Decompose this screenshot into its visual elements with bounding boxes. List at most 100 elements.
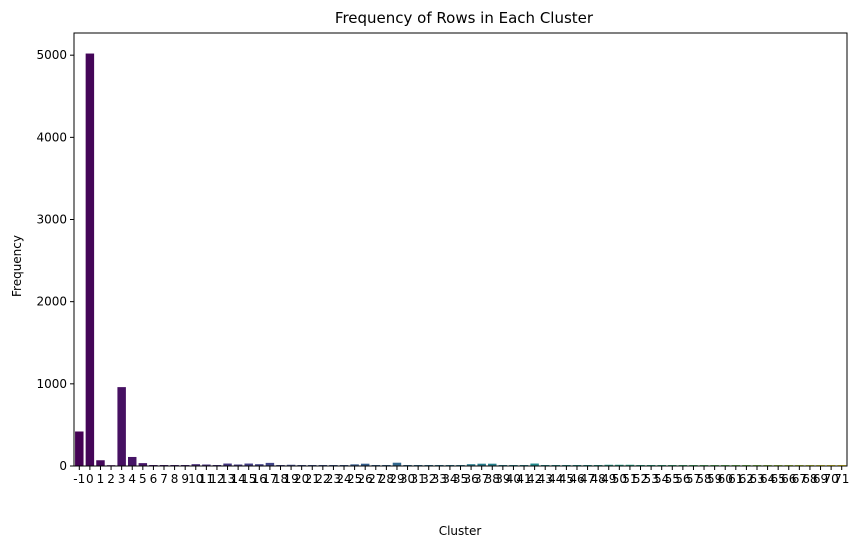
x-tick-label: 68 — [802, 472, 817, 486]
x-tick-label: 48 — [591, 472, 606, 486]
x-tick-label: 20 — [294, 472, 309, 486]
x-tick-label: 18 — [273, 472, 288, 486]
y-axis-label: Frequency — [10, 235, 24, 297]
bar-4 — [128, 456, 137, 466]
bar-10 — [191, 464, 201, 466]
x-tick-label: 66 — [781, 472, 796, 486]
x-tick-label: 32 — [421, 472, 436, 486]
bar-14 — [233, 464, 243, 466]
x-tick-label: 43 — [538, 472, 553, 486]
x-tick-label: 49 — [601, 472, 616, 486]
x-tick-label: 52 — [633, 472, 648, 486]
x-tick-label: -1 — [73, 472, 85, 486]
bar-17 — [265, 462, 275, 466]
x-tick-label: 64 — [760, 472, 775, 486]
bar-1 — [96, 460, 105, 466]
y-tick-label: 1000 — [36, 377, 67, 391]
bar-16 — [255, 464, 264, 466]
y-tick-label: 3000 — [36, 213, 67, 227]
x-tick-label: 42 — [527, 472, 542, 486]
bar-11 — [202, 464, 211, 466]
x-tick-label: 56 — [675, 472, 690, 486]
x-tick-label: 4 — [128, 472, 136, 486]
x-tick-label: 1 — [97, 472, 105, 486]
x-tick-label: 26 — [358, 472, 373, 486]
x-tick-label: 41 — [516, 472, 531, 486]
x-tick-label: 31 — [410, 472, 425, 486]
bar-3 — [117, 387, 126, 466]
x-tick-label: 35 — [453, 472, 468, 486]
x-tick-label: 54 — [654, 472, 669, 486]
bars-group — [75, 53, 846, 466]
x-tick-label: 14 — [230, 472, 245, 486]
chart-title: Frequency of Rows in Each Cluster — [335, 9, 594, 27]
bar-19 — [286, 464, 296, 466]
bar-0 — [85, 53, 95, 466]
x-tick-label: 9 — [181, 472, 189, 486]
x-tick-label: 12 — [209, 472, 224, 486]
x-tick-label: 51 — [622, 472, 637, 486]
y-tick-label: 0 — [59, 459, 67, 473]
x-tick-label: 5 — [139, 472, 147, 486]
x-tick-label: 38 — [485, 472, 500, 486]
x-tick-label: 6 — [150, 472, 158, 486]
x-tick-label: 70 — [823, 472, 838, 486]
x-tick-label: 60 — [718, 472, 733, 486]
y-tick-label: 4000 — [36, 130, 67, 144]
x-tick-label: 17 — [262, 472, 277, 486]
x-tick-label: 27 — [368, 472, 383, 486]
x-tick-label: 45 — [559, 472, 574, 486]
x-tick-label: 8 — [171, 472, 179, 486]
bar--1 — [75, 431, 84, 466]
x-tick-label: 34 — [442, 472, 457, 486]
y-tick-label: 2000 — [36, 295, 67, 309]
x-tick-label: 29 — [389, 472, 404, 486]
bar-49 — [604, 464, 613, 466]
x-tick-label: 10 — [188, 472, 203, 486]
bar-15 — [244, 463, 253, 466]
x-axis: -1 0 1 2 3 4 5 6 7 8 9 1011121314151617181920212223… — [73, 466, 849, 486]
x-tick-label: 36 — [463, 472, 478, 486]
bar-36 — [466, 464, 476, 466]
x-tick-label: 57 — [686, 472, 701, 486]
x-tick-label: 24 — [336, 472, 351, 486]
x-tick-label: 16 — [252, 472, 267, 486]
bar-50 — [615, 464, 624, 466]
bar-42 — [530, 463, 539, 466]
x-tick-label: 37 — [474, 472, 489, 486]
x-tick-label: 47 — [580, 472, 595, 486]
bar-29 — [392, 462, 402, 466]
bar-26 — [360, 463, 370, 466]
bar-51 — [625, 464, 635, 466]
x-tick-label: 63 — [749, 472, 764, 486]
x-tick-label: 65 — [771, 472, 786, 486]
x-tick-label: 44 — [548, 472, 563, 486]
x-tick-label: 58 — [696, 472, 711, 486]
x-tick-label: 23 — [326, 472, 341, 486]
x-tick-label: 53 — [643, 472, 658, 486]
bar-38 — [488, 463, 497, 466]
x-tick-label: 28 — [379, 472, 394, 486]
x-tick-label: 33 — [432, 472, 447, 486]
x-tick-label: 7 — [160, 472, 168, 486]
x-tick-label: 21 — [305, 472, 320, 486]
x-tick-label: 13 — [220, 472, 235, 486]
plot-frame — [73, 32, 848, 467]
x-tick-label: 40 — [506, 472, 521, 486]
y-tick-label: 5000 — [36, 48, 67, 62]
x-tick-label: 62 — [739, 472, 754, 486]
x-tick-label: 22 — [315, 472, 330, 486]
x-tick-label: 15 — [241, 472, 256, 486]
x-tick-label: 67 — [792, 472, 807, 486]
x-tick-label: 46 — [569, 472, 584, 486]
x-tick-label: 55 — [665, 472, 680, 486]
x-tick-label: 59 — [707, 472, 722, 486]
x-tick-label: 39 — [495, 472, 510, 486]
x-tick-label: 61 — [728, 472, 743, 486]
x-tick-label: 11 — [199, 472, 214, 486]
y-axis: 0 1000 2000 3000 4000 5000 — [36, 48, 74, 473]
x-tick-label: 2 — [107, 472, 115, 486]
x-tick-label: 19 — [283, 472, 298, 486]
x-tick-label: 50 — [612, 472, 627, 486]
